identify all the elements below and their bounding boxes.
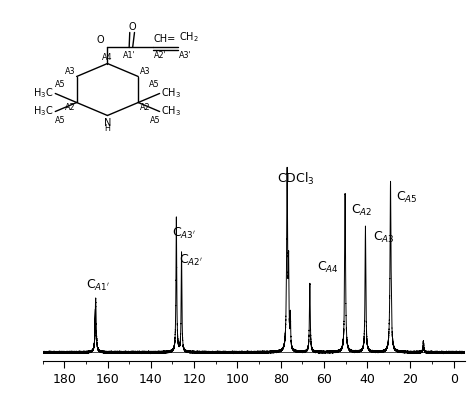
Text: A3: A3 [64, 67, 75, 76]
Text: A5: A5 [55, 116, 65, 125]
Text: C$_{A2'}$: C$_{A2'}$ [179, 253, 203, 268]
Text: CH$_2$: CH$_2$ [179, 31, 198, 44]
Text: A2': A2' [154, 51, 166, 60]
Text: H$_3$C: H$_3$C [33, 87, 54, 100]
Text: CDCl$_3$: CDCl$_3$ [277, 171, 315, 187]
Text: C$_{A2}$: C$_{A2}$ [351, 202, 373, 218]
Text: C$_{A1'}$: C$_{A1'}$ [86, 278, 110, 293]
Text: C$_{A4}$: C$_{A4}$ [318, 260, 339, 275]
Text: O: O [96, 35, 104, 45]
Text: H: H [104, 124, 110, 133]
Text: C$_{A3}$: C$_{A3}$ [373, 229, 394, 245]
Text: A5: A5 [150, 116, 161, 125]
Text: A3: A3 [140, 67, 150, 76]
Text: A3': A3' [179, 51, 191, 60]
Text: C$_{A3'}$: C$_{A3'}$ [173, 226, 197, 241]
Text: CH$_3$: CH$_3$ [161, 105, 181, 118]
Text: A1': A1' [123, 51, 136, 60]
Text: CH=: CH= [154, 34, 176, 44]
Text: A2: A2 [64, 103, 75, 112]
Text: CH$_3$: CH$_3$ [161, 87, 181, 100]
Text: A2: A2 [140, 103, 150, 112]
Text: N: N [104, 118, 111, 128]
Text: O: O [128, 22, 136, 32]
Text: A5: A5 [55, 80, 65, 89]
Text: A4: A4 [102, 53, 113, 62]
Text: A5: A5 [149, 80, 160, 89]
Text: H$_3$C: H$_3$C [33, 105, 54, 118]
Text: C$_{A5}$: C$_{A5}$ [396, 190, 418, 205]
